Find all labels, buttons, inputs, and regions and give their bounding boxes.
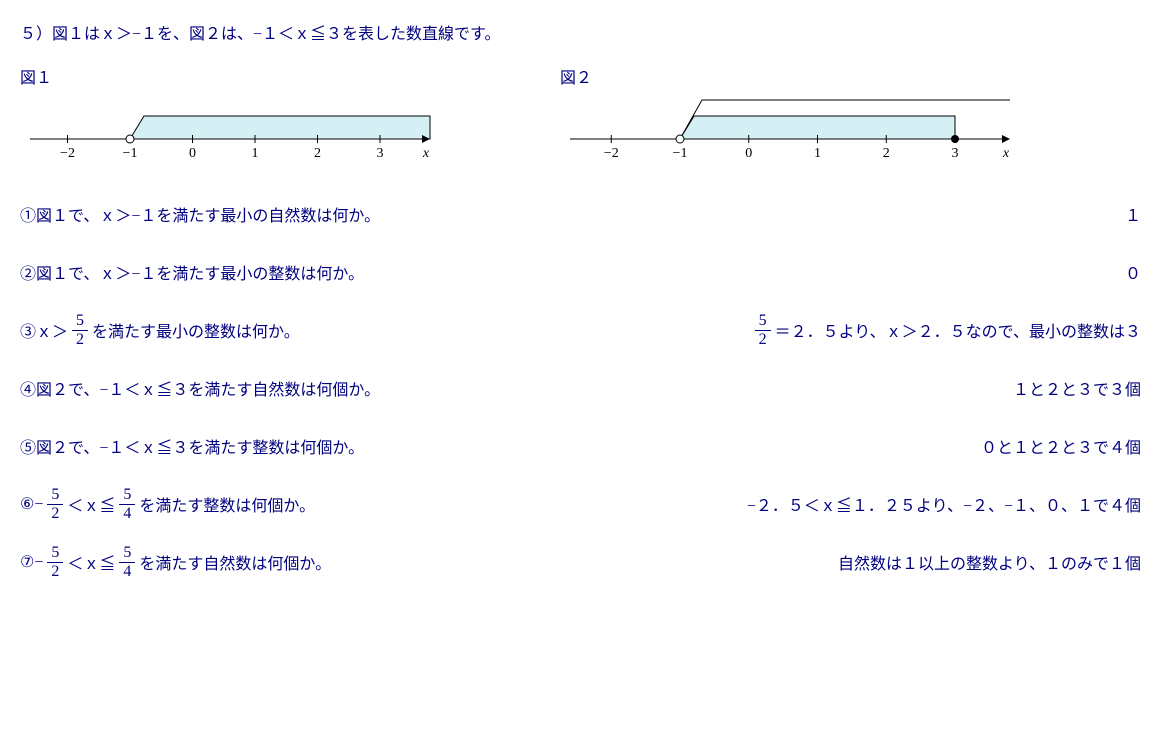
- question-1-text: ①図１で、ｘ＞−１を満たす最小の自然数は何か。: [20, 202, 380, 226]
- question-5-text: ⑤図２で、−１＜ｘ≦３を満たす整数は何個か。: [20, 434, 364, 458]
- figures-row: 図１ −2 −1 0 1 2 3 x 図２ −2 −1 0 1 2 3 x: [20, 64, 1141, 164]
- intro-text: ５）図１はｘ＞−１を、図２は、−１＜ｘ≦３を表した数直線です。: [20, 20, 1141, 44]
- question-5: ⑤図２で、−１＜ｘ≦３を満たす整数は何個か。 ０と１と２と３で４個: [20, 426, 1141, 466]
- question-4: ④図２で、−１＜ｘ≦３を満たす自然数は何個か。 １と２と３で３個: [20, 368, 1141, 408]
- question-1-answer: １: [1125, 202, 1141, 226]
- q6-fracA-den: 2: [47, 505, 63, 522]
- svg-text:0: 0: [189, 146, 196, 161]
- svg-text:x: x: [422, 146, 430, 161]
- q3-suffix: を満たす最小の整数は何か。: [92, 318, 300, 342]
- figure-2-block: 図２ −2 −1 0 1 2 3 x: [560, 64, 1020, 164]
- question-6-answer: −２．５＜ｘ≦１．２５より、−２、−１、０、１で４個: [747, 492, 1141, 516]
- svg-text:−1: −1: [123, 146, 138, 161]
- q3-ans-frac-num: 5: [755, 313, 771, 331]
- question-7: ⑦− 5 2 ＜ｘ≦ 5 4 を満たす自然数は何個か。 自然数は１以上の整数より…: [20, 542, 1141, 582]
- question-6-text: ⑥− 5 2 ＜ｘ≦ 5 4 を満たす整数は何個か。: [20, 487, 315, 522]
- question-2-text: ②図１で、ｘ＞−１を満たす最小の整数は何か。: [20, 260, 364, 284]
- figure-1-numberline: −2 −1 0 1 2 3 x: [20, 94, 440, 164]
- q3-ans-rest: ＝２．５より、ｘ＞２．５なので、最小の整数は３: [775, 318, 1141, 342]
- svg-text:−2: −2: [60, 146, 75, 161]
- svg-text:−1: −1: [673, 146, 688, 161]
- question-3: ③ｘ＞ 5 2 を満たす最小の整数は何か。 5 2 ＝２．５より、ｘ＞２．５なの…: [20, 310, 1141, 350]
- question-7-answer: 自然数は１以上の整数より、１のみで１個: [838, 550, 1141, 574]
- q7-fracB-num: 5: [119, 545, 135, 563]
- svg-text:2: 2: [883, 146, 890, 161]
- question-1: ①図１で、ｘ＞−１を満たす最小の自然数は何か。 １: [20, 194, 1141, 234]
- svg-text:−2: −2: [604, 146, 619, 161]
- figure-1-block: 図１ −2 −1 0 1 2 3 x: [20, 64, 440, 164]
- q7-prefix: ⑦−: [20, 552, 43, 572]
- q7-fracB: 5 4: [119, 545, 135, 580]
- svg-text:3: 3: [952, 146, 959, 161]
- svg-text:0: 0: [745, 146, 752, 161]
- q3-prefix: ③ｘ＞: [20, 318, 68, 342]
- svg-text:2: 2: [314, 146, 321, 161]
- figure-2-numberline: −2 −1 0 1 2 3 x: [560, 94, 1020, 164]
- question-3-text: ③ｘ＞ 5 2 を満たす最小の整数は何か。: [20, 313, 300, 348]
- q7-fracB-den: 4: [119, 563, 135, 580]
- svg-text:1: 1: [252, 146, 259, 161]
- question-6: ⑥− 5 2 ＜ｘ≦ 5 4 を満たす整数は何個か。 −２．５＜ｘ≦１．２５より…: [20, 484, 1141, 524]
- svg-text:3: 3: [377, 146, 384, 161]
- question-2-answer: ０: [1125, 260, 1141, 284]
- q7-suffix: を満たす自然数は何個か。: [139, 550, 331, 574]
- q6-fracA-num: 5: [47, 487, 63, 505]
- q6-fracB-num: 5: [119, 487, 135, 505]
- figure-1-label: 図１: [20, 64, 440, 88]
- question-4-text: ④図２で、−１＜ｘ≦３を満たす自然数は何個か。: [20, 376, 380, 400]
- q6-fracA: 5 2: [47, 487, 63, 522]
- q3-ans-frac-den: 2: [755, 331, 771, 348]
- q3-frac-num: 5: [72, 313, 88, 331]
- question-3-answer: 5 2 ＝２．５より、ｘ＞２．５なので、最小の整数は３: [753, 313, 1141, 348]
- q6-mid: ＜ｘ≦: [67, 492, 115, 516]
- q6-fracB-den: 4: [119, 505, 135, 522]
- q6-suffix: を満たす整数は何個か。: [139, 492, 315, 516]
- question-5-answer: ０と１と２と３で４個: [981, 434, 1141, 458]
- q6-prefix: ⑥−: [20, 494, 43, 514]
- q7-mid: ＜ｘ≦: [67, 550, 115, 574]
- q3-fraction: 5 2: [72, 313, 88, 348]
- q6-fracB: 5 4: [119, 487, 135, 522]
- question-7-text: ⑦− 5 2 ＜ｘ≦ 5 4 を満たす自然数は何個か。: [20, 545, 331, 580]
- q7-fracA-den: 2: [47, 563, 63, 580]
- figure-2-label: 図２: [560, 64, 1020, 88]
- q3-ans-fraction: 5 2: [755, 313, 771, 348]
- svg-text:1: 1: [814, 146, 821, 161]
- q3-frac-den: 2: [72, 331, 88, 348]
- q7-fracA: 5 2: [47, 545, 63, 580]
- svg-text:x: x: [1002, 146, 1010, 161]
- question-2: ②図１で、ｘ＞−１を満たす最小の整数は何か。 ０: [20, 252, 1141, 292]
- question-4-answer: １と２と３で３個: [1013, 376, 1141, 400]
- q7-fracA-num: 5: [47, 545, 63, 563]
